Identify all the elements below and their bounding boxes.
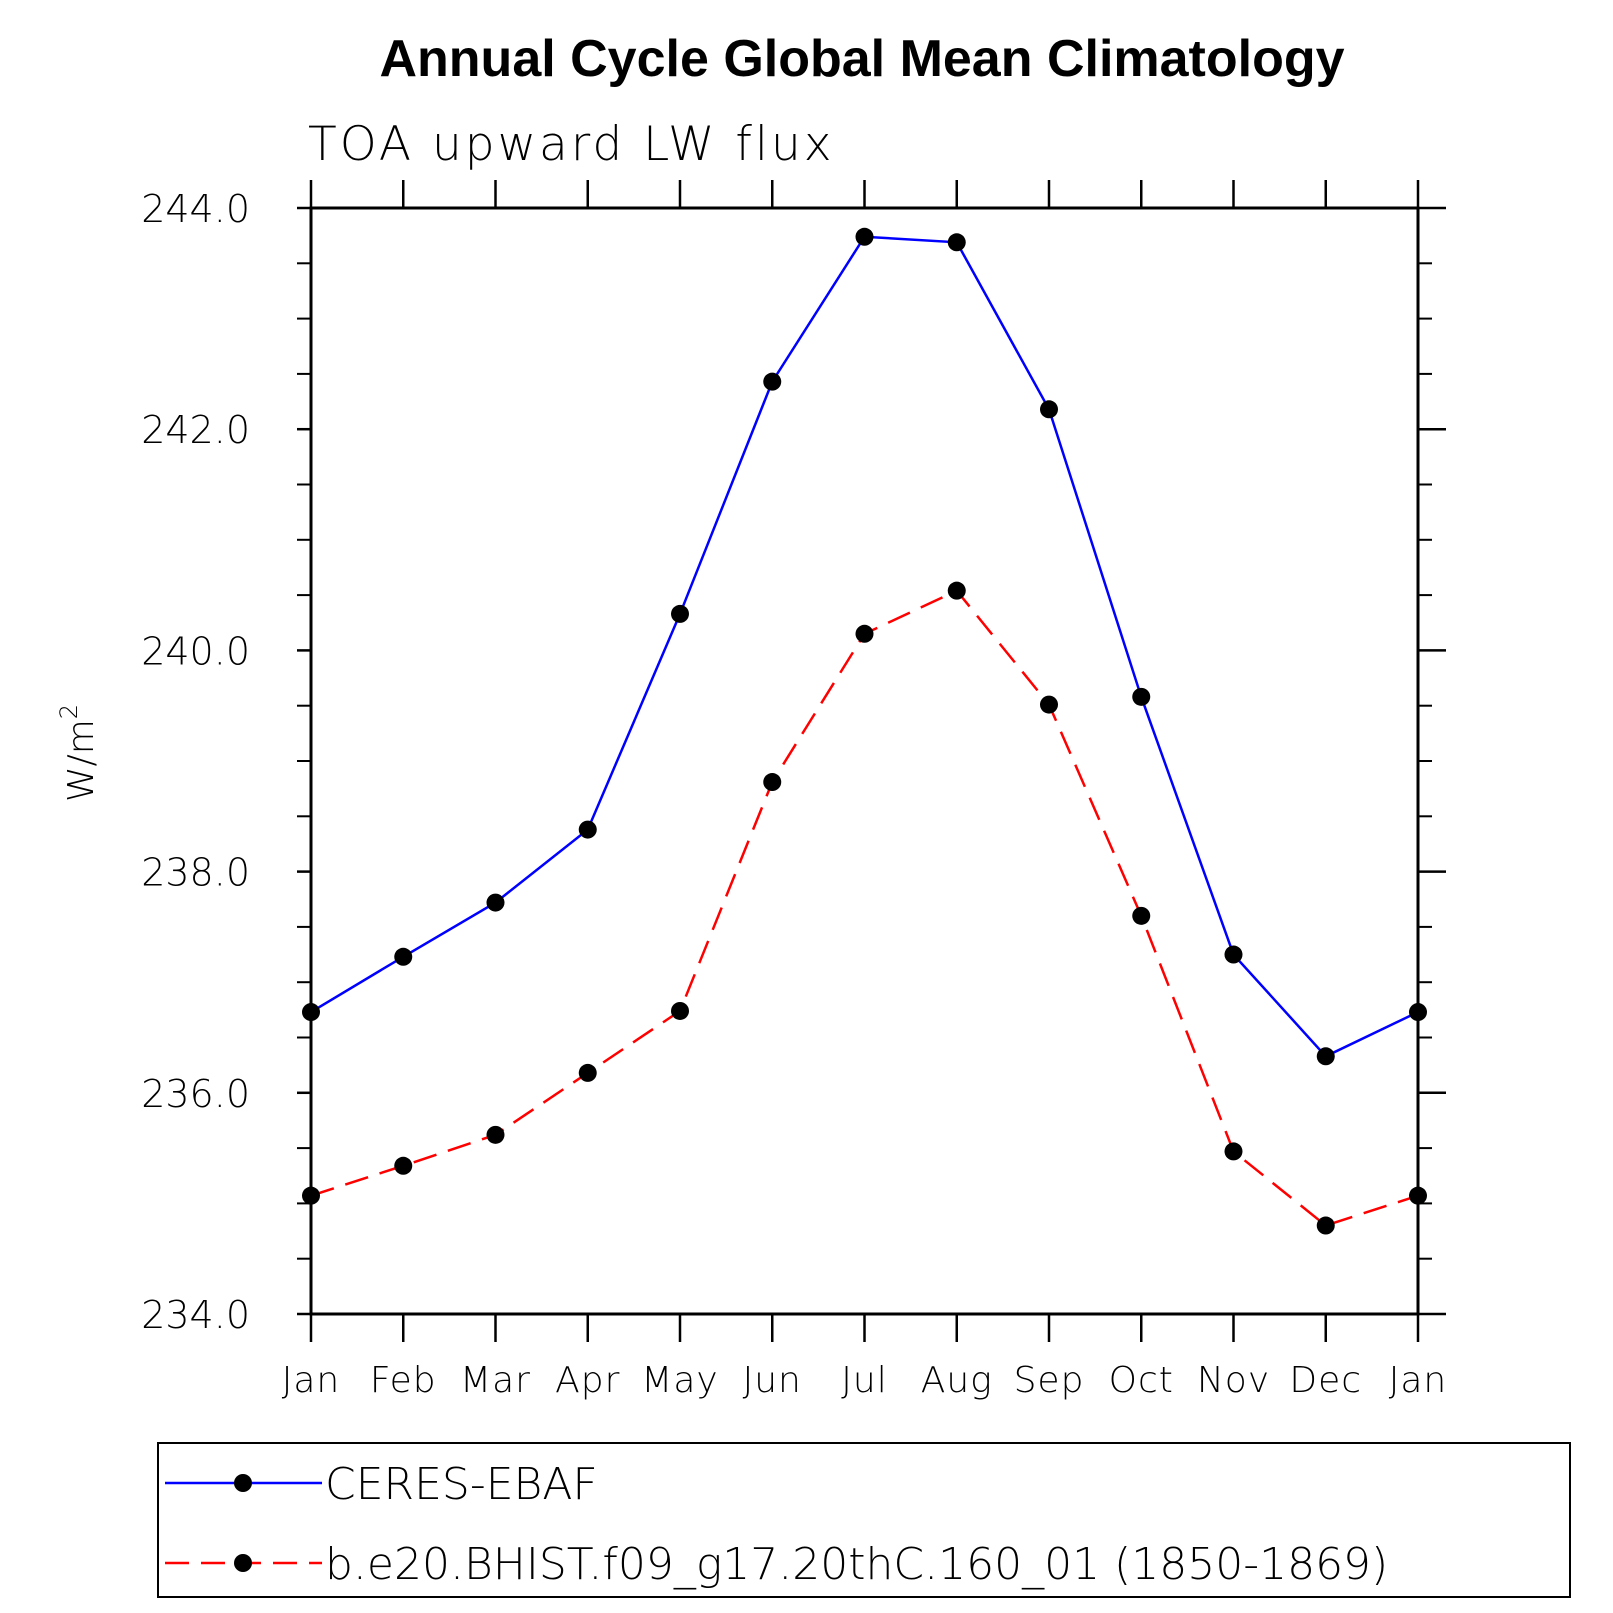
x-tick-label: Apr: [555, 1360, 620, 1401]
data-point: [763, 372, 782, 391]
data-point: [1132, 906, 1151, 925]
legend-label: b.e20.BHIST.f09_g17.20thC.160_01 (1850-1…: [325, 1539, 1388, 1590]
legend-marker: [234, 1474, 252, 1492]
x-tick-label: Feb: [370, 1360, 437, 1401]
x-tick-label: Jul: [841, 1360, 887, 1401]
chart-title: Annual Cycle Global Mean Climatology: [379, 30, 1344, 88]
x-tick-label: Jan: [282, 1360, 341, 1401]
data-point: [1224, 945, 1243, 964]
x-tick-label: Oct: [1109, 1360, 1174, 1401]
x-tick-label: Dec: [1289, 1360, 1362, 1401]
y-axis-label: W/m2: [55, 704, 102, 802]
legend-box: [157, 1442, 1571, 1598]
x-tick-label: Nov: [1197, 1360, 1270, 1401]
data-point: [1224, 1142, 1243, 1161]
data-point: [1132, 687, 1151, 706]
data-point: [578, 820, 597, 839]
x-tick-label: Jun: [743, 1360, 802, 1401]
y-axis-label-group: W/m2: [55, 704, 102, 802]
series-1: [302, 227, 1427, 1066]
legend-items: CERES-EBAF b.e20.BHIST.f09_g17.20thC.160_…: [165, 1459, 1388, 1590]
data-point: [1316, 1216, 1335, 1235]
y-axis-label-superscript: 2: [55, 704, 83, 719]
data-point: [394, 947, 413, 966]
data-point: [855, 227, 874, 246]
legend-marker: [234, 1554, 252, 1572]
series-line: [310, 235, 1419, 1058]
legend-label: CERES-EBAF: [325, 1459, 598, 1510]
x-tick-label: Sep: [1014, 1360, 1085, 1401]
data-point: [947, 233, 966, 252]
plot-frame: [309, 206, 1420, 1316]
x-tick-label: May: [641, 1360, 718, 1401]
data-point: [578, 1063, 597, 1082]
y-tick-label: 234.0: [141, 1293, 250, 1337]
y-tick-labels: 234.0 236.0 238.0 240.0 242.0 244.0: [141, 187, 250, 1337]
data-point: [1040, 695, 1058, 714]
data-point: [947, 581, 966, 600]
legend-item-1: CERES-EBAF: [165, 1459, 598, 1510]
y-tick-label: 242.0: [141, 408, 250, 452]
x-tick-labels: Jan Feb Mar Apr May Jun Jul Aug Sep Oct Nov Dec Jan: [282, 1360, 1448, 1401]
legend-item-2: b.e20.BHIST.f09_g17.20thC.160_01 (1850-1…: [165, 1539, 1388, 1590]
y-tick-label: 238.0: [141, 851, 250, 895]
x-tick-label: Jan: [1389, 1360, 1448, 1401]
legend: CERES-EBAF b.e20.BHIST.f09_g17.20thC.160_…: [157, 1442, 1571, 1598]
chart-subtitle: TOA upward LW flux: [308, 117, 835, 172]
data-point: [486, 1125, 505, 1144]
y-tick-label: 236.0: [141, 1072, 250, 1116]
data-point: [1040, 400, 1058, 419]
data-point: [671, 1001, 689, 1020]
y-axis-label-text: W/m: [61, 719, 102, 802]
series-layer: [302, 227, 1427, 1235]
series-line: [310, 589, 1419, 1227]
y-tick-label: 240.0: [141, 629, 250, 673]
data-point: [1316, 1047, 1335, 1066]
y-tick-label: 244.0: [141, 187, 250, 231]
x-tick-label: Mar: [460, 1360, 531, 1401]
data-point: [394, 1156, 413, 1175]
data-point: [671, 604, 689, 623]
data-point: [486, 893, 505, 912]
series-2: [302, 581, 1427, 1235]
axis-ticks: [297, 180, 1446, 1342]
data-point: [763, 773, 782, 792]
x-tick-label: Aug: [921, 1360, 993, 1401]
data-point: [855, 624, 874, 643]
